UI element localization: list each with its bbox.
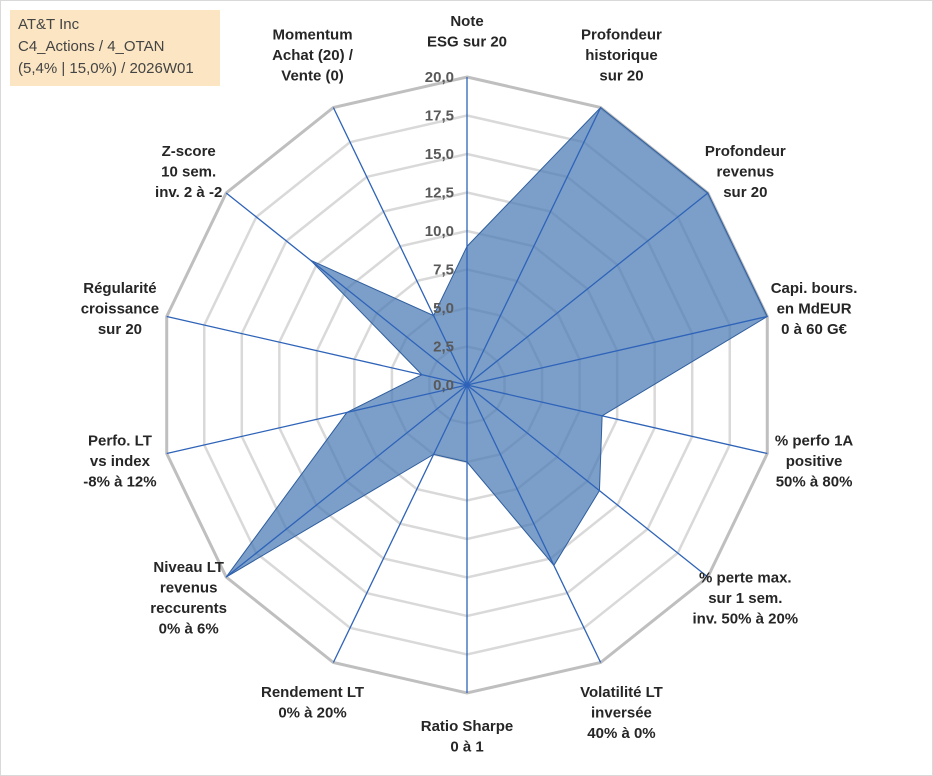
axis-label-7: Ratio Sharpe 0 à 1 [421, 718, 514, 756]
axis-label-2: Profondeur revenus sur 20 [705, 143, 786, 201]
tick-label: 7,5 [433, 262, 454, 279]
spoke-9 [225, 384, 468, 578]
axis-label-line: -8% à 12% [83, 473, 156, 490]
spoke-4 [466, 384, 768, 455]
axis-label-line: inv. 2 à -2 [155, 184, 222, 201]
axis-label-line: Note [450, 13, 483, 30]
axis-label-line: sur 20 [98, 321, 142, 338]
tick-label: 17,5 [425, 108, 454, 125]
spoke-1 [466, 107, 602, 386]
axis-label-0: Note ESG sur 20 [427, 13, 507, 51]
axis-label-line: inversée [591, 705, 652, 722]
axis-label-line: revenus [160, 580, 218, 597]
axis-label-line: Achat (20) / [272, 47, 354, 64]
spoke-13 [332, 107, 468, 386]
axis-label-line: Volatilité LT [580, 684, 663, 701]
axis-label-line: Vente (0) [281, 67, 344, 84]
axis-label-5: % perte max. sur 1 sem. inv. 50% à 20% [693, 569, 799, 627]
axis-label-line: sur 20 [723, 184, 767, 201]
axis-label-line: en MdEUR [777, 301, 852, 318]
axis-label-line: 40% à 0% [587, 725, 655, 742]
axis-label-line: positive [786, 453, 843, 470]
spoke-12 [225, 192, 468, 386]
axis-label-line: ESG sur 20 [427, 34, 507, 51]
axis-label-line: revenus [717, 164, 775, 181]
spoke-3 [466, 315, 768, 386]
axis-label-line: inv. 50% à 20% [693, 610, 799, 627]
axis-label-line: Rendement LT [261, 684, 364, 701]
info-box: AT&T Inc C4_Actions / 4_OTAN (5,4% | 15,… [10, 10, 220, 86]
axis-label-line: vs index [90, 453, 151, 470]
axis-label-6: Volatilité LT inversée 40% à 0% [580, 684, 663, 742]
axis-label-line: croissance [81, 301, 159, 318]
spoke-2 [466, 192, 709, 386]
spoke-6 [466, 384, 602, 663]
axis-label-4: % perfo 1A positive 50% à 80% [775, 432, 854, 490]
tick-label: 20,0 [425, 69, 454, 86]
axis-label-line: 0 à 60 G€ [781, 321, 848, 338]
axis-label-line: Momentum [273, 26, 353, 43]
axis-label-line: Régularité [83, 280, 156, 297]
axis-label-8: Rendement LT 0% à 20% [261, 684, 364, 722]
axis-label-line: Perfo. LT [88, 432, 152, 449]
company-name: AT&T Inc [18, 16, 80, 33]
axis-label-line: Z-score [162, 143, 216, 160]
axis-label-line: sur 20 [599, 67, 643, 84]
spoke-11 [166, 315, 468, 386]
tick-label: 0,0 [433, 377, 454, 394]
axis-label-9: Niveau LT revenus reccurents 0% à 6% [150, 559, 227, 638]
axis-label-line: 0 à 1 [450, 739, 483, 756]
spoke-10 [166, 384, 468, 455]
axis-label-line: Profondeur [705, 143, 786, 160]
axis-label-line: 10 sem. [161, 164, 216, 181]
tick-label: 12,5 [425, 185, 454, 202]
radar-spokes [166, 77, 768, 693]
axis-label-line: sur 1 sem. [708, 590, 782, 607]
tick-label: 10,0 [425, 223, 454, 240]
axis-label-line: Niveau LT [153, 559, 224, 576]
series-area [225, 106, 768, 578]
period-label: (5,4% | 15,0%) / 2026W01 [18, 60, 194, 77]
tick-label: 5,0 [433, 300, 454, 317]
spoke-5 [466, 384, 709, 578]
axis-label-line: Ratio Sharpe [421, 718, 514, 735]
axis-label-12: Z-score 10 sem. inv. 2 à -2 [155, 143, 222, 201]
axis-label-line: % perte max. [699, 569, 792, 586]
radial-tick-labels: 0,0 2,5 5,0 7,5 10,0 12,5 15,0 17,5 20,0 [425, 69, 454, 394]
axis-label-1: Profondeur historique sur 20 [581, 26, 662, 84]
portfolio-label: C4_Actions / 4_OTAN [18, 38, 165, 55]
axis-label-3: Capi. bours. en MdEUR 0 à 60 G€ [771, 280, 858, 338]
axis-label-line: historique [585, 47, 658, 64]
spoke-8 [332, 384, 468, 663]
tick-label: 2,5 [433, 339, 454, 356]
axis-label-13: Momentum Achat (20) / Vente (0) [272, 26, 354, 84]
axis-label-line: reccurents [150, 600, 227, 617]
axis-labels: Note ESG sur 20 Profondeur historique sur 20… [81, 13, 858, 756]
axis-label-line: Profondeur [581, 26, 662, 43]
axis-label-line: Capi. bours. [771, 280, 858, 297]
axis-label-11: Régularité croissance sur 20 [81, 280, 159, 338]
axis-label-line: % perfo 1A [775, 432, 854, 449]
axis-label-line: 0% à 6% [159, 621, 219, 638]
axis-label-line: 0% à 20% [278, 705, 346, 722]
axis-label-10: Perfo. LT vs index -8% à 12% [83, 432, 156, 490]
axis-label-line: 50% à 80% [776, 473, 853, 490]
tick-label: 15,0 [425, 146, 454, 163]
